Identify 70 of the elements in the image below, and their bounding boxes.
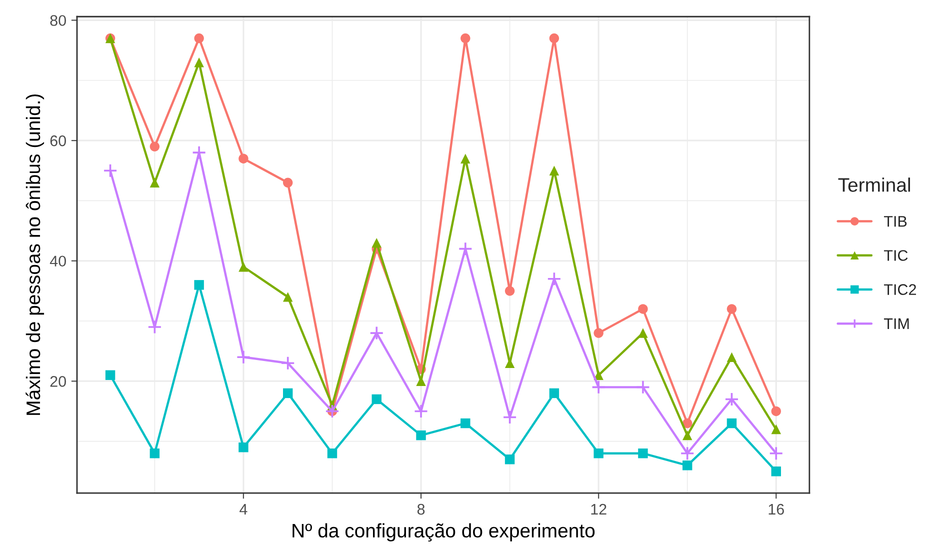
x-tick-label: 8 [417, 504, 425, 515]
point [547, 272, 562, 286]
point [682, 460, 692, 470]
legend-label: TIM [884, 318, 909, 329]
point [148, 320, 162, 334]
point [238, 262, 248, 272]
y-axis-title: Máximo de pessoas no ônibus (unid.) [26, 94, 44, 415]
point [771, 424, 781, 434]
point [680, 446, 695, 461]
y-tick-label: 40 [50, 256, 66, 267]
point [280, 356, 295, 370]
point [282, 178, 293, 188]
point [682, 430, 692, 440]
point [504, 454, 515, 464]
point [327, 448, 338, 458]
point [638, 304, 648, 314]
point [636, 380, 650, 394]
point [414, 404, 428, 418]
point [768, 446, 784, 461]
point [726, 304, 737, 314]
point [238, 154, 248, 164]
legend-label: TIC2 [884, 284, 916, 295]
point [372, 238, 382, 248]
legend-label: TIC [884, 250, 908, 261]
point [194, 33, 204, 44]
point [460, 418, 470, 428]
point [150, 178, 160, 188]
point [726, 352, 737, 362]
point [502, 410, 517, 424]
y-tick-label: 20 [50, 376, 66, 387]
point [549, 166, 560, 176]
point [771, 466, 781, 476]
point [594, 448, 604, 458]
point [460, 154, 470, 164]
x-tick-label: 4 [240, 504, 248, 515]
point [282, 388, 293, 398]
point [460, 33, 470, 44]
point [458, 242, 473, 256]
point [372, 394, 382, 404]
point [549, 388, 560, 398]
point [150, 142, 160, 152]
point [194, 280, 204, 290]
x-axis-title: Nº da configuração do experimento [292, 523, 595, 542]
point [724, 392, 739, 406]
point [771, 406, 781, 416]
point [638, 328, 648, 338]
point [594, 328, 604, 338]
point [103, 163, 118, 178]
y-tick-label: 80 [50, 15, 66, 26]
legend-label: TIB [884, 216, 907, 227]
point [192, 145, 206, 160]
point [591, 380, 606, 394]
point [638, 448, 648, 458]
point [282, 292, 293, 302]
legend-title: Terminal [838, 178, 910, 192]
point [369, 326, 384, 340]
point [416, 430, 426, 440]
point [549, 33, 560, 44]
point [238, 442, 248, 452]
point [416, 376, 426, 386]
point [236, 350, 251, 364]
y-tick-label: 60 [50, 135, 66, 146]
x-tick-label: 16 [768, 504, 784, 515]
point [682, 418, 692, 428]
point [150, 448, 160, 458]
x-tick-label: 12 [591, 504, 606, 515]
point [105, 370, 116, 380]
point [194, 57, 204, 68]
point [726, 418, 737, 428]
point [504, 286, 515, 296]
